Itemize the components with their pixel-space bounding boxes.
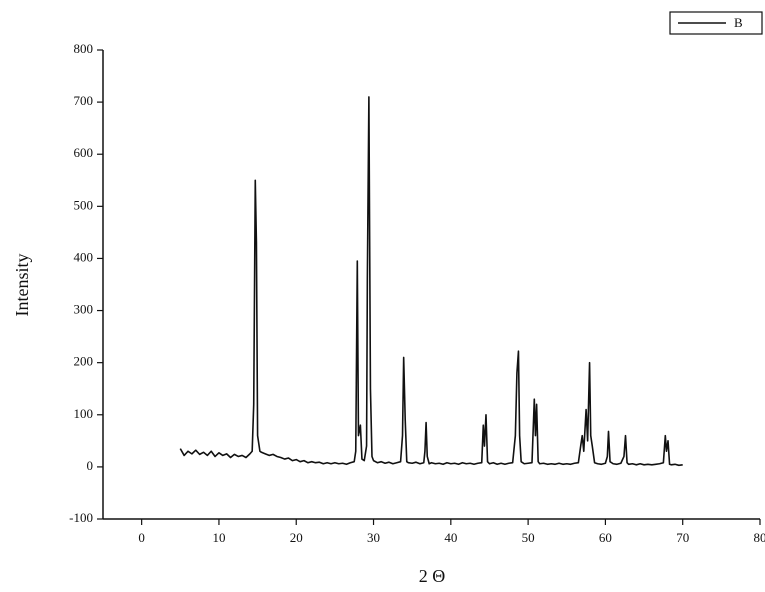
x-tick-label: 30 bbox=[367, 530, 380, 545]
x-tick-label: 20 bbox=[290, 530, 303, 545]
y-tick-label: 500 bbox=[74, 197, 94, 212]
y-tick-label: 700 bbox=[74, 93, 94, 108]
x-tick-label: 80 bbox=[754, 530, 765, 545]
x-tick-label: 50 bbox=[522, 530, 535, 545]
x-tick-label: 10 bbox=[212, 530, 225, 545]
legend-label: B bbox=[734, 15, 743, 30]
y-tick-label: 100 bbox=[74, 406, 94, 421]
x-tick-label: 40 bbox=[444, 530, 457, 545]
y-tick-label: 800 bbox=[74, 41, 94, 56]
x-axis-title: 2 Θ bbox=[419, 566, 446, 586]
y-tick-label: 300 bbox=[74, 302, 94, 317]
y-tick-label: 600 bbox=[74, 145, 94, 160]
x-tick-label: 60 bbox=[599, 530, 612, 545]
y-tick-label: 0 bbox=[87, 458, 94, 473]
y-tick-label: 200 bbox=[74, 354, 94, 369]
y-tick-label: -100 bbox=[69, 510, 93, 525]
y-axis-title: Intensity bbox=[12, 254, 32, 317]
x-tick-label: 0 bbox=[138, 530, 145, 545]
y-tick-label: 400 bbox=[74, 249, 94, 264]
x-tick-label: 70 bbox=[676, 530, 689, 545]
data-line bbox=[179, 96, 683, 467]
